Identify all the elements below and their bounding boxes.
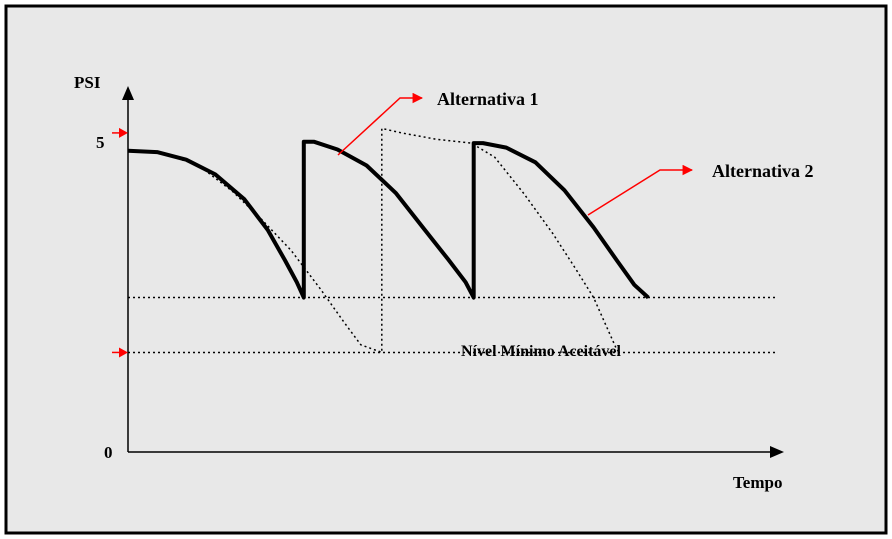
annotation-label-alternativa-2: Alternativa 2 [712, 161, 813, 181]
y-axis-arrowhead [122, 86, 134, 100]
y-tick-label-5: 5 [96, 133, 105, 152]
annotation-arrow-alternativa-1 [337, 92, 424, 156]
y-tick-label-0: 0 [104, 443, 113, 462]
x-axis-label: Tempo [733, 473, 782, 492]
reference-lines [128, 296, 778, 354]
annotation-alternativa-2: Alternativa 2 [587, 161, 813, 216]
min-level-label: Nível Mínimo Aceitável [461, 343, 622, 360]
min-level-arrow [112, 347, 128, 358]
tick-arrows [112, 127, 128, 358]
chart-background [4, 4, 888, 535]
series-line-alternativa-2 [127, 127, 621, 354]
axes [122, 86, 784, 458]
annotation-arrow-alternativa-2 [587, 164, 694, 216]
annotation-alternativa-1: Alternativa 1 [337, 89, 538, 156]
y-axis-label: PSI [74, 73, 101, 92]
y-tick-arrow-5 [112, 127, 128, 138]
series-line-alternativa-1 [127, 139, 650, 300]
annotation-label-alternativa-1: Alternativa 1 [437, 89, 538, 109]
x-axis-arrowhead [770, 446, 784, 458]
